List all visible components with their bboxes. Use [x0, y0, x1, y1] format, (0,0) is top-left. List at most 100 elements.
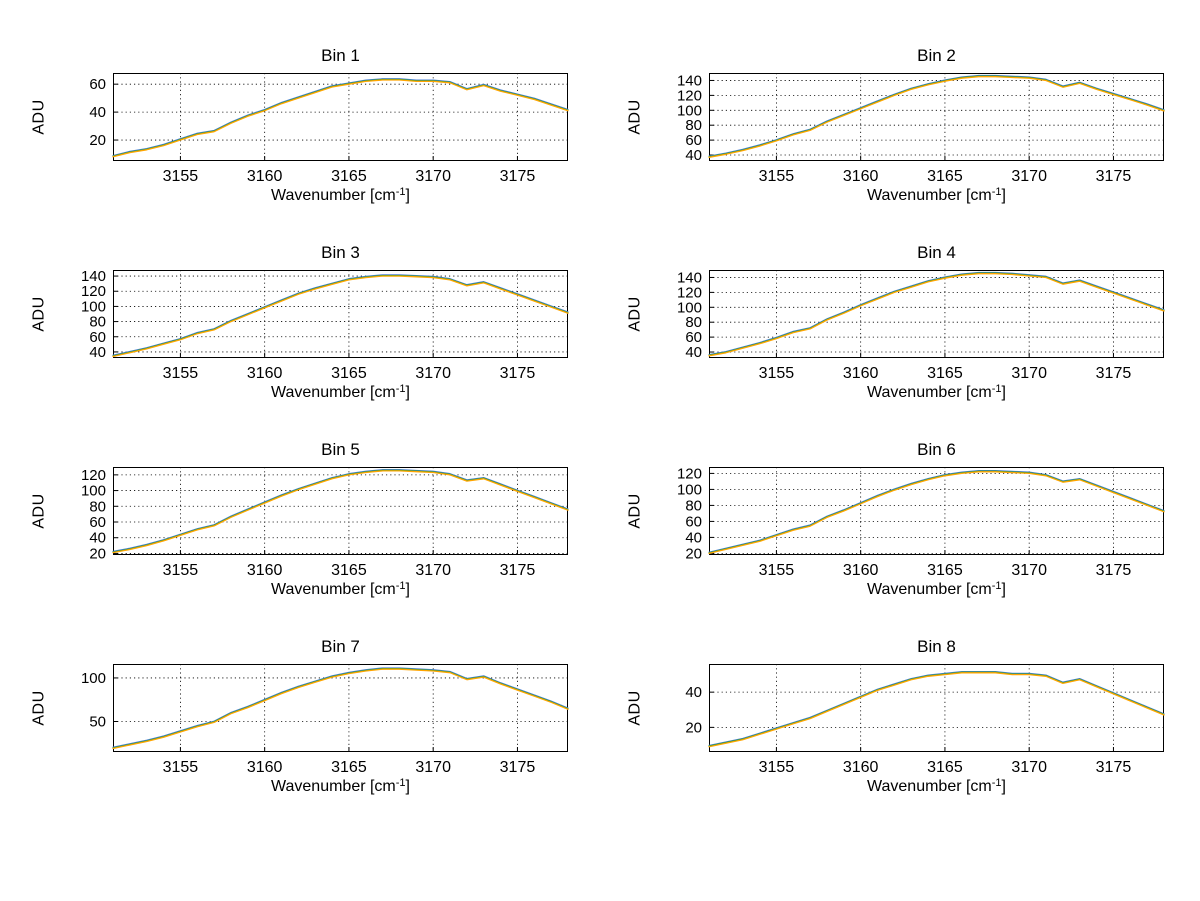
plot-body: ADU 3155 3160 3165 3170 3175 40 60 80 100 120 140 — [624, 269, 1165, 382]
plot-area: 3155 3160 3165 3170 3175 20 40 60 — [89, 73, 569, 185]
y-tick-label: 120 — [81, 467, 106, 484]
axis-box — [113, 270, 568, 358]
y-tick-label: 100 — [677, 481, 702, 498]
x-tick-label: 3155 — [163, 759, 199, 776]
x-axis-label-text: Wavenumber [cm — [866, 581, 992, 598]
subplot-title: Bin 5 — [321, 440, 360, 459]
x-axis-label: Wavenumber [cm-1] — [113, 186, 568, 205]
y-axis-label: ADU — [626, 690, 644, 726]
x-axis-label-text: Wavenumber [cm — [866, 384, 992, 401]
x-axis-label-superscript: -1 — [991, 383, 1002, 395]
x-tick-label: 3160 — [843, 759, 879, 776]
y-tick-label: 20 — [685, 545, 702, 562]
x-tick-label: 3155 — [759, 168, 795, 185]
x-tick-label: 3175 — [500, 365, 536, 382]
x-axis-label-text: Wavenumber [cm — [270, 187, 396, 204]
y-tick-label: 100 — [81, 298, 106, 315]
trace-line — [708, 672, 1165, 748]
x-tick-label: 3165 — [331, 562, 367, 579]
y-tick-label: 80 — [89, 498, 106, 515]
x-axis-label-bracket: ] — [405, 581, 410, 598]
x-tick-label: 3165 — [331, 168, 367, 185]
x-axis-label-superscript: -1 — [395, 186, 406, 198]
x-axis-label-superscript: -1 — [395, 777, 406, 789]
x-tick-label: 3175 — [1096, 759, 1132, 776]
x-tick-label: 3175 — [1096, 562, 1132, 579]
x-tick-label: 3155 — [163, 562, 199, 579]
x-tick-label: 3155 — [759, 759, 795, 776]
trace-line — [112, 668, 569, 750]
x-tick-label: 3170 — [1011, 168, 1047, 185]
axis-box — [709, 467, 1164, 555]
x-tick-label: 3175 — [500, 168, 536, 185]
x-axis-label-bracket: ] — [1001, 581, 1006, 598]
x-tick-label: 3170 — [1011, 562, 1047, 579]
subplot: Bin 7 ADU 3155 3160 3165 3170 3175 50 100 Wave… — [28, 637, 569, 796]
y-tick-label: 40 — [89, 104, 106, 121]
subplot-title: Bin 6 — [917, 440, 956, 459]
axis-box — [113, 73, 568, 161]
subplot-title: Bin 2 — [917, 46, 956, 65]
plot-body: ADU 3155 3160 3165 3170 3175 20 40 — [624, 664, 1165, 776]
plot-body: ADU 3155 3160 3165 3170 3175 20 40 60 — [28, 73, 569, 185]
subplot-title: Bin 3 — [321, 243, 360, 262]
x-axis-label: Wavenumber [cm-1] — [709, 383, 1164, 402]
x-tick-label: 3165 — [927, 562, 963, 579]
trace-line — [112, 79, 569, 158]
x-axis-label-superscript: -1 — [395, 383, 406, 395]
x-axis-label-text: Wavenumber [cm — [866, 187, 992, 204]
x-tick-label: 3160 — [843, 365, 879, 382]
x-axis-label-bracket: ] — [405, 187, 410, 204]
plot-area: 3155 3160 3165 3170 3175 50 100 — [81, 664, 569, 776]
y-axis-label: ADU — [30, 296, 48, 332]
x-axis-label-superscript: -1 — [991, 186, 1002, 198]
x-tick-label: 3160 — [247, 168, 283, 185]
subplot-grid: Bin 1 ADU 3155 3160 3165 3170 3175 20 40 60 Wav… — [28, 46, 1166, 796]
x-tick-label: 3165 — [331, 759, 367, 776]
subplot-title: Bin 7 — [321, 637, 360, 656]
x-tick-label: 3170 — [1011, 365, 1047, 382]
plot-body: ADU 3155 3160 3165 3170 3175 50 100 — [28, 664, 569, 776]
x-tick-label: 3165 — [927, 759, 963, 776]
x-tick-label: 3155 — [759, 562, 795, 579]
trace-line — [708, 471, 1165, 555]
trace-line — [112, 668, 569, 749]
subplot-title: Bin 1 — [321, 46, 360, 65]
y-tick-label: 80 — [89, 314, 106, 331]
y-tick-label: 80 — [685, 314, 702, 331]
trace-line — [708, 75, 1165, 158]
x-axis-label: Wavenumber [cm-1] — [709, 186, 1164, 205]
trace-line — [708, 470, 1165, 554]
y-tick-label: 40 — [89, 530, 106, 547]
x-tick-label: 3165 — [331, 365, 367, 382]
trace-line — [112, 469, 569, 553]
trace-line — [708, 76, 1165, 158]
plot-body: ADU 3155 3160 3165 3170 3175 20 40 60 80 100 120 — [624, 465, 1165, 579]
x-tick-label: 3160 — [247, 562, 283, 579]
subplot: Bin 3 ADU 3155 3160 3165 3170 3175 40 60 80 100 1… — [28, 243, 569, 402]
subplot: Bin 4 ADU 3155 3160 3165 3170 3175 40 60 80 100 1… — [624, 243, 1165, 402]
y-tick-label: 40 — [685, 344, 702, 361]
y-tick-label: 40 — [89, 344, 106, 361]
trace-line — [112, 274, 569, 356]
axis-box — [709, 73, 1164, 161]
y-axis-label: ADU — [30, 493, 48, 529]
x-axis-label-superscript: -1 — [991, 777, 1002, 789]
x-tick-label: 3170 — [1011, 759, 1047, 776]
y-axis-label: ADU — [626, 493, 644, 529]
x-axis-label: Wavenumber [cm-1] — [709, 580, 1164, 599]
x-tick-label: 3160 — [843, 168, 879, 185]
y-axis-label: ADU — [626, 99, 644, 135]
subplot-title: Bin 4 — [917, 243, 956, 262]
y-tick-label: 20 — [89, 132, 106, 149]
x-axis-label-bracket: ] — [405, 778, 410, 795]
trace-line — [112, 275, 569, 358]
y-tick-label: 80 — [685, 117, 702, 134]
x-axis-label-text: Wavenumber [cm — [270, 581, 396, 598]
y-axis-label: ADU — [30, 690, 48, 726]
y-tick-label: 100 — [677, 102, 702, 119]
